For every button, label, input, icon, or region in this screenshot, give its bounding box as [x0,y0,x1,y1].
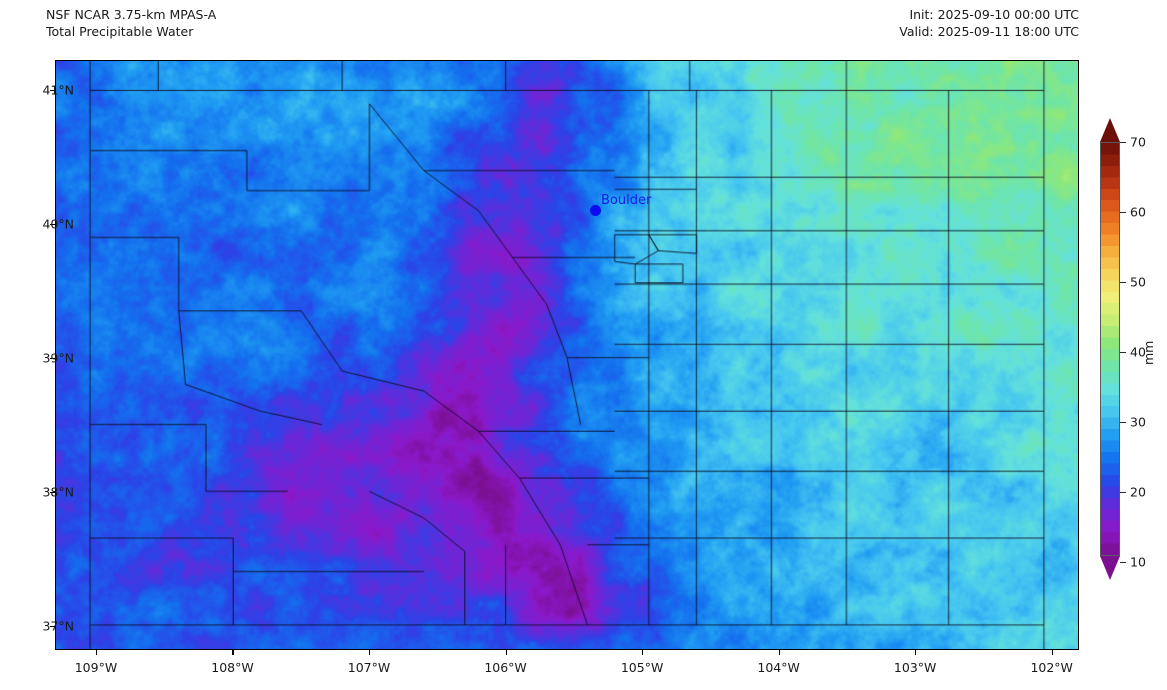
x-axis-label: 105°W [620,660,664,675]
x-axis-tick [369,650,371,655]
x-axis-tick [232,650,234,655]
y-axis-tick [50,223,55,225]
colorbar-tick [1120,562,1126,564]
colorbar-tick [1120,422,1126,424]
colorbar-tick-label: 60 [1130,204,1146,220]
valid-time: Valid: 2025-09-11 18:00 UTC [899,23,1079,39]
boulder-marker-icon [590,205,601,216]
model-name: NSF NCAR 3.75-km MPAS-A [46,7,217,22]
colorbar-gradient [1100,142,1120,556]
colorbar-tick-label: 50 [1130,274,1146,290]
boulder-label: Boulder [601,193,652,208]
y-axis-label: 39°N [42,350,74,366]
colorbar-extend-min-arrow [1100,556,1120,580]
y-axis-label: 38°N [42,484,74,500]
colorbar-tick [1120,142,1126,144]
x-axis-label: 104°W [757,660,800,675]
y-axis-tick [50,491,55,493]
map-plot-area [55,60,1079,650]
colorbar-tick [1120,352,1126,354]
y-axis-tick [50,625,55,628]
field-name: Total Precipitable Water [46,23,194,39]
init-time: Init: 2025-09-10 00:00 UTC [909,7,1079,22]
x-axis-tick [95,650,98,655]
y-axis-label: 40°N [42,216,74,232]
header-timestamp-block: Init: 2025-09-10 00:00 UTC Valid: 2025-0… [899,7,1079,40]
colorbar-tick-label: 10 [1130,554,1146,570]
header-title-block: NSF NCAR 3.75-km MPAS-A Total Precipitab… [46,7,216,40]
colorbar-tick-label: 30 [1130,414,1146,430]
y-axis-label: 41°N [42,82,74,97]
x-axis-tick [505,650,507,655]
colorbar [1100,118,1120,580]
x-axis-label: 108°W [211,660,254,675]
x-axis-label: 102°W [1030,660,1073,675]
x-axis-label: 109°W [74,660,118,675]
colorbar-tick-label: 40 [1130,344,1146,360]
y-axis-tick [50,89,55,91]
x-axis-tick [915,650,917,655]
tpw-field-canvas [56,61,1078,649]
x-axis-label: 103°W [893,660,937,675]
x-axis-tick [642,650,644,655]
x-axis-tick [778,650,780,655]
x-axis-label: 107°W [347,660,391,675]
colorbar-unit-label: mm [1141,340,1156,365]
colorbar-tick [1120,212,1126,214]
colorbar-tick-label: 70 [1130,134,1146,150]
y-axis-label: 37°N [42,618,74,634]
colorbar-tick [1120,492,1126,494]
colorbar-extend-max-arrow [1100,118,1120,142]
colorbar-tick [1120,282,1126,284]
y-axis-tick [50,357,55,359]
x-axis-label: 106°W [484,660,527,675]
colorbar-tick-label: 20 [1130,484,1146,500]
x-axis-tick [1051,650,1053,655]
